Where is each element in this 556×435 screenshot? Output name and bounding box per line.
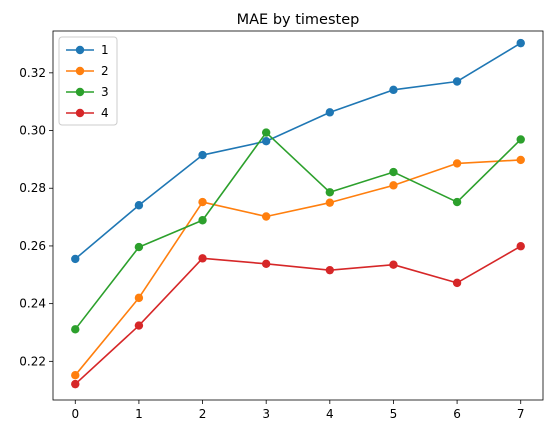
legend-label: 4	[101, 106, 109, 120]
data-point	[135, 321, 143, 329]
x-tick-label: 2	[199, 407, 207, 421]
x-tick-label: 6	[453, 407, 461, 421]
x-tick-label: 3	[262, 407, 270, 421]
y-tick-label: 0.30	[19, 124, 46, 138]
y-tick-label: 0.32	[19, 66, 46, 80]
series-layer	[71, 39, 525, 388]
series-4	[71, 242, 525, 388]
data-point	[262, 128, 270, 136]
legend-label: 1	[101, 43, 109, 57]
data-point	[389, 168, 397, 176]
data-point	[326, 198, 334, 206]
x-axis: 0 1 2 3 4 5 6 7	[71, 400, 524, 421]
legend: 1 2 3 4	[59, 37, 117, 125]
data-point	[135, 201, 143, 209]
data-point	[326, 108, 334, 116]
legend-label: 3	[101, 85, 109, 99]
y-tick-label: 0.26	[19, 239, 46, 253]
data-point	[262, 260, 270, 268]
data-point	[389, 181, 397, 189]
series-1	[71, 39, 525, 263]
y-tick-label: 0.28	[19, 181, 46, 195]
chart-title: MAE by timestep	[237, 12, 360, 28]
data-point	[71, 371, 79, 379]
data-point	[135, 294, 143, 302]
y-tick-label: 0.24	[19, 297, 46, 311]
legend-marker	[76, 46, 84, 54]
data-point	[135, 243, 143, 251]
data-point	[517, 39, 525, 47]
data-point	[453, 279, 461, 287]
data-point	[517, 135, 525, 143]
legend-marker	[76, 67, 84, 75]
x-tick-label: 1	[135, 407, 143, 421]
series-3	[71, 128, 525, 333]
y-tick-label: 0.22	[19, 354, 46, 368]
y-axis: 0.22 0.24 0.26 0.28 0.30 0.32	[19, 66, 53, 369]
data-point	[198, 254, 206, 262]
data-point	[453, 159, 461, 167]
data-point	[389, 86, 397, 94]
data-point	[517, 242, 525, 250]
series-line	[75, 43, 520, 259]
data-point	[453, 198, 461, 206]
data-point	[389, 260, 397, 268]
series-line	[75, 246, 520, 384]
legend-label: 2	[101, 64, 109, 78]
legend-marker	[76, 109, 84, 117]
data-point	[326, 188, 334, 196]
data-point	[198, 151, 206, 159]
data-point	[262, 137, 270, 145]
data-point	[198, 198, 206, 206]
data-point	[71, 255, 79, 263]
data-point	[453, 77, 461, 85]
data-point	[326, 266, 334, 274]
data-point	[262, 212, 270, 220]
x-tick-label: 7	[517, 407, 525, 421]
data-point	[517, 156, 525, 164]
data-point	[71, 380, 79, 388]
legend-marker	[76, 88, 84, 96]
x-tick-label: 4	[326, 407, 334, 421]
x-tick-label: 0	[71, 407, 79, 421]
data-point	[198, 216, 206, 224]
x-tick-label: 5	[390, 407, 398, 421]
data-point	[71, 325, 79, 333]
